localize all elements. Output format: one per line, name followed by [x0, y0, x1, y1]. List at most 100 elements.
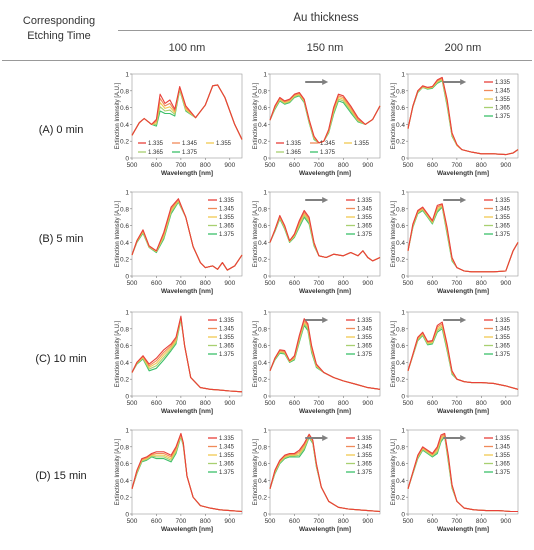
y-axis-label: Extinction Intensity [A.U.]: [253, 82, 259, 149]
shift-arrow-head: [322, 79, 329, 85]
plot-frame: [407, 311, 519, 397]
x-tick-label: 500: [403, 400, 414, 407]
x-tick-label: 600: [289, 162, 300, 169]
x-tick-label: 700: [175, 162, 186, 169]
x-tick-label: 900: [224, 518, 235, 525]
y-tick-label: 1: [125, 72, 129, 79]
plot-frame: [131, 429, 243, 515]
y-tick-label: 0: [125, 394, 129, 401]
x-axis-label: Wavelength [nm]: [299, 288, 351, 295]
y-tick-label: 0.6: [396, 461, 405, 468]
column-header-200nm: 200 nm: [444, 42, 482, 54]
y-tick-label: 0.6: [258, 461, 267, 468]
x-tick-label: 700: [451, 400, 462, 407]
series-line-1.335: [131, 84, 243, 140]
x-tick-label: 500: [265, 518, 276, 525]
x-tick-label: 700: [175, 400, 186, 407]
plot-frame: [269, 311, 381, 397]
x-tick-label: 700: [313, 518, 324, 525]
y-tick-label: 0.4: [258, 360, 267, 367]
corresponding-etching-time-header: Corresponding Etching Time: [22, 15, 96, 42]
y-tick-label: 0: [263, 156, 267, 163]
legend-label: 1.355: [219, 335, 235, 341]
row-label-10min: (C) 10 min: [35, 353, 87, 365]
x-axis-label: Wavelength [nm]: [161, 170, 213, 177]
y-tick-label: 0.6: [258, 343, 267, 350]
x-tick-label: 900: [224, 280, 235, 287]
y-tick-label: 0.4: [120, 478, 129, 485]
shift-arrow-head: [460, 435, 467, 441]
legend-label: 1.345: [219, 207, 235, 213]
y-tick-label: 0.4: [258, 478, 267, 485]
row-label-15min: (D) 15 min: [35, 470, 87, 482]
x-tick-label: 800: [476, 518, 487, 525]
x-tick-label: 700: [175, 518, 186, 525]
x-tick-label: 900: [224, 400, 235, 407]
y-tick-label: 0.8: [120, 444, 129, 451]
y-tick-label: 0.8: [258, 444, 267, 451]
y-tick-label: 0.6: [396, 223, 405, 230]
y-tick-label: 0: [401, 274, 405, 281]
chart-panel: 0 0.2 0.4 0.6 0.8 1 500 600 700 800 900 Wavelength …: [253, 72, 381, 177]
shift-arrow-head: [322, 435, 329, 441]
x-tick-label: 600: [151, 400, 162, 407]
y-tick-label: 0.4: [120, 240, 129, 247]
x-tick-label: 500: [127, 280, 138, 287]
x-tick-label: 600: [151, 280, 162, 287]
y-tick-label: 1: [263, 428, 267, 435]
x-axis-label: Wavelength [nm]: [299, 408, 351, 415]
legend-label: 1.345: [182, 141, 198, 147]
legend-label: 1.355: [495, 335, 511, 341]
legend-label: 1.365: [495, 344, 511, 350]
chart-panel: 0 0.2 0.4 0.6 0.8 1 500 600 700 800 900 Wavelength …: [391, 72, 519, 177]
x-tick-label: 800: [200, 162, 211, 169]
x-tick-label: 900: [500, 400, 511, 407]
chart-panel: 0 0.2 0.4 0.6 0.8 1 500 600 700 800 900 Wavelength …: [391, 310, 519, 415]
legend-label: 1.345: [357, 327, 373, 333]
y-axis-label: Extinction Intensity [A.U.]: [253, 438, 259, 505]
x-tick-label: 500: [127, 162, 138, 169]
x-tick-label: 700: [175, 280, 186, 287]
legend-label: 1.335: [219, 436, 235, 442]
y-tick-label: 1: [125, 428, 129, 435]
header-divider-short: [118, 30, 532, 31]
shift-arrow-head: [322, 197, 329, 203]
legend-label: 1.335: [357, 198, 373, 204]
y-axis-label: Extinction Intensity [A.U.]: [115, 200, 121, 267]
y-axis-label: Extinction Intensity [A.U.]: [115, 320, 121, 387]
x-axis-label: Wavelength [nm]: [437, 288, 489, 295]
x-tick-label: 800: [200, 400, 211, 407]
x-tick-label: 600: [151, 162, 162, 169]
y-tick-label: 0.4: [120, 360, 129, 367]
x-axis-label: Wavelength [nm]: [437, 408, 489, 415]
legend-label: 1.345: [357, 207, 373, 213]
y-tick-label: 0.4: [396, 478, 405, 485]
legend-label: 1.335: [495, 80, 511, 86]
legend-label: 1.375: [219, 352, 235, 358]
x-tick-label: 600: [289, 280, 300, 287]
y-axis-label: Extinction Intensity [A.U.]: [391, 200, 397, 267]
x-tick-label: 600: [151, 518, 162, 525]
y-axis-label: Extinction Intensity [A.U.]: [115, 82, 121, 149]
y-tick-label: 0.2: [396, 377, 405, 384]
y-tick-label: 0.2: [120, 495, 129, 502]
x-axis-label: Wavelength [nm]: [161, 408, 213, 415]
y-tick-label: 0.2: [396, 139, 405, 146]
legend-label: 1.365: [357, 344, 373, 350]
x-tick-label: 600: [427, 280, 438, 287]
legend-label: 1.355: [357, 335, 373, 341]
y-tick-label: 0.4: [258, 122, 267, 129]
y-tick-label: 0: [125, 156, 129, 163]
y-tick-label: 0.2: [396, 495, 405, 502]
y-tick-label: 0.6: [396, 343, 405, 350]
header-divider-full: [2, 60, 532, 61]
y-axis-label: Extinction Intensity [A.U.]: [115, 438, 121, 505]
legend-label: 1.355: [357, 453, 373, 459]
legend-label: 1.355: [495, 215, 511, 221]
x-tick-label: 700: [451, 280, 462, 287]
legend-label: 1.335: [357, 436, 373, 442]
y-tick-label: 0.8: [258, 206, 267, 213]
series-line-1.335: [407, 432, 518, 513]
x-tick-label: 900: [500, 162, 511, 169]
series-line-1.335: [407, 76, 519, 156]
